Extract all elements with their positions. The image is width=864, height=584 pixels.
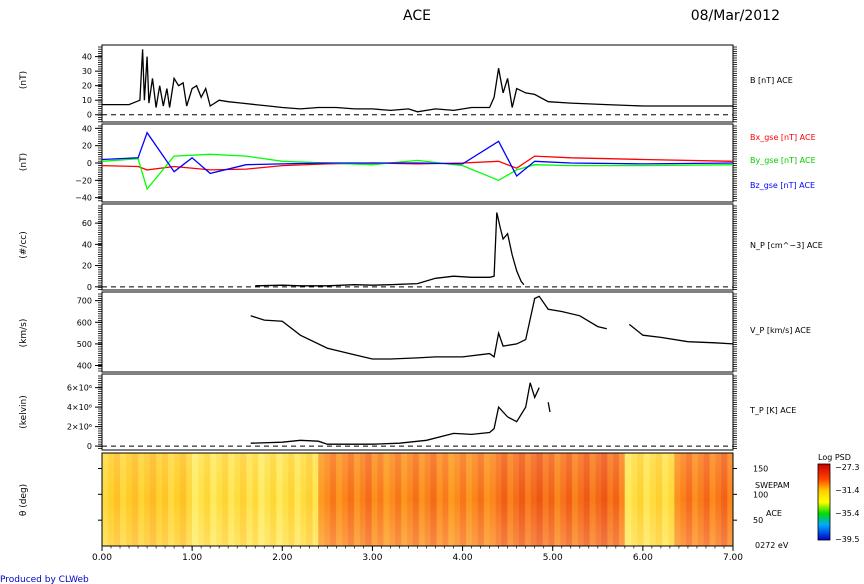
panel-frame <box>101 291 734 373</box>
legend-vp: V_P [km/s] ACE <box>750 326 811 335</box>
figure-date: 08/Mar/2012 <box>691 8 780 24</box>
legend-tp: T_P [K] ACE <box>749 406 796 415</box>
panel-6: 150 100 50 <box>98 452 768 547</box>
colorbar-tick-4: −39.5 <box>835 535 860 544</box>
legend-b: B [nT] ACE <box>750 76 793 85</box>
colorbar-title: Log PSD <box>818 453 851 462</box>
ytick-label: 40 <box>82 240 92 249</box>
ytick-label: 600 <box>77 318 92 327</box>
panel-3: 60 40 20 0 <box>82 203 737 292</box>
ytick-label: 500 <box>77 340 92 349</box>
ytick-label: 4×10⁶ <box>67 403 92 412</box>
xtick-label: 5.00 <box>543 553 563 563</box>
colorbar: Log PSD −27.3 −31.4 −35.4 −39.5 <box>817 453 860 544</box>
panel1-ylabel: (nT) <box>19 71 29 89</box>
ytick-label: 150 <box>753 465 768 474</box>
panels: 40302010040200−20−4060402007006005004006… <box>67 44 768 547</box>
panel3-ylabel: (#/cc) <box>19 231 29 259</box>
series-legends: B [nT] ACE Bx_gse [nT] ACE By_gse [nT] A… <box>749 76 823 415</box>
series-line-1 <box>250 295 734 360</box>
ytick-label: 30 <box>82 67 92 76</box>
ytick-label: 2×10⁶ <box>67 423 92 432</box>
figure-title: ACE <box>403 8 431 24</box>
ytick-label: 0 <box>87 442 92 451</box>
x-axis: 0.00 1.00 2.00 3.00 4.00 5.00 6.00 7.00 <box>92 546 743 563</box>
ytick-label: 50 <box>753 516 763 525</box>
ytick-label: 0 <box>87 159 92 168</box>
series-line-1 <box>250 382 551 445</box>
series-line-2 <box>101 153 734 191</box>
ytick-label: 700 <box>77 297 92 306</box>
colorbar-tick-1: −27.3 <box>835 463 860 472</box>
heatmap-source: ACE <box>766 509 782 518</box>
heatmap-labels: SWEPAM ACE 0272 eV <box>755 481 790 550</box>
series-line-3 <box>101 131 734 178</box>
panel-frame <box>101 44 734 123</box>
xtick-label: 1.00 <box>182 553 202 563</box>
ytick-label: −20 <box>75 176 92 185</box>
heatmap-shade <box>102 453 733 546</box>
xtick-label: 4.00 <box>453 553 473 563</box>
legend-bz: Bz_gse [nT] ACE <box>750 181 815 190</box>
ytick-label: 0 <box>87 283 92 292</box>
heatmap-cells <box>102 453 734 546</box>
panel6-ylabel: θ (deg) <box>19 484 29 516</box>
ytick-label: 20 <box>82 142 92 151</box>
xtick-label: 0.00 <box>92 553 112 563</box>
ytick-label: 400 <box>77 362 92 371</box>
series-line-1 <box>255 212 525 287</box>
panel4-ylabel: (km/s) <box>19 319 29 348</box>
ytick-label: 0 <box>87 111 92 120</box>
panel-frame <box>101 373 734 451</box>
colorbar-tick-2: −31.4 <box>835 486 860 495</box>
colorbar-tick-3: −35.4 <box>835 509 860 518</box>
panel5-ylabel: (kelvin) <box>19 395 29 428</box>
heatmap-energy: 0272 eV <box>755 541 789 550</box>
panel-1: 40 30 20 10 0 <box>82 44 737 123</box>
legend-bx: Bx_gse [nT] ACE <box>750 133 816 142</box>
credit-text: Produced by CLWeb <box>0 575 89 584</box>
legend-np: N_P [cm^−3] ACE <box>750 241 823 250</box>
panel-ylabels: (nT) (nT) (#/cc) (km/s) (kelvin) θ (deg) <box>19 71 29 516</box>
ytick-label: 100 <box>753 490 768 499</box>
xtick-label: 2.00 <box>272 553 292 563</box>
ytick-label: 40 <box>82 124 92 133</box>
series-line-1 <box>102 49 733 113</box>
ytick-label: 20 <box>82 82 92 91</box>
legend-by: By_gse [nT] ACE <box>750 156 816 165</box>
ytick-label: 10 <box>82 96 92 105</box>
ytick-label: −40 <box>75 194 92 203</box>
heatmap-instrument: SWEPAM <box>755 481 790 490</box>
ytick-label: 60 <box>82 219 92 228</box>
panel-5: 6×10⁶ 4×10⁶ 2×10⁶ 0 <box>67 373 737 451</box>
xtick-label: 7.00 <box>723 553 743 563</box>
xtick-label: 6.00 <box>633 553 653 563</box>
panel-2: 40 20 0 −20 −40 <box>75 123 737 203</box>
ytick-label: 6×10⁶ <box>67 384 92 393</box>
ytick-label: 40 <box>82 53 92 62</box>
panel-4: 700 600 500 400 <box>77 291 737 373</box>
panel2-ylabel: (nT) <box>19 153 29 171</box>
panel-frame <box>101 203 734 291</box>
colorbar-bar <box>817 463 831 541</box>
ytick-label: 20 <box>82 262 92 271</box>
xtick-label: 3.00 <box>362 553 382 563</box>
